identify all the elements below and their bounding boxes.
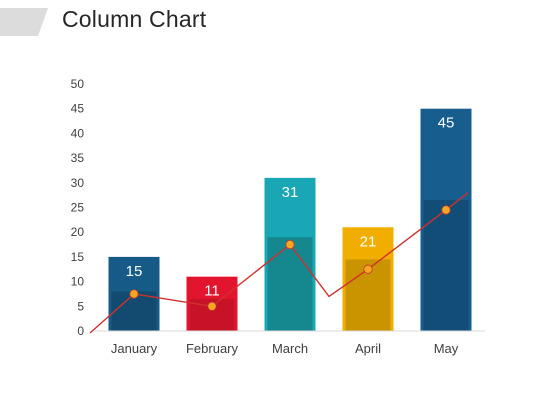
y-axis: 0 5 10 15 20 25 30 35 40 45 50 — [71, 77, 85, 338]
bar-value-label: 21 — [360, 233, 377, 250]
y-tick-label: 40 — [71, 126, 85, 140]
bar-value-label: 11 — [204, 283, 220, 300]
x-category-label: May — [434, 341, 459, 356]
line-path — [89, 192, 469, 334]
bar-value-label: 31 — [282, 184, 299, 201]
x-category-label: January — [111, 341, 158, 356]
slide-title: Column Chart — [62, 6, 207, 32]
y-tick-label: 5 — [77, 299, 84, 313]
line-marker — [129, 289, 139, 299]
line-marker — [441, 205, 451, 215]
title-accent-shape — [0, 8, 48, 36]
x-axis: January February March April May — [95, 330, 485, 356]
inner-bar — [267, 237, 313, 331]
x-category-label: April — [355, 341, 381, 356]
y-tick-label: 45 — [71, 102, 85, 116]
bar-value-label: 15 — [126, 263, 143, 280]
line-series — [89, 192, 469, 334]
y-tick-label: 50 — [71, 77, 85, 91]
x-category-label: February — [186, 341, 239, 356]
y-tick-label: 0 — [77, 324, 84, 338]
line-marker — [363, 264, 373, 274]
y-tick-label: 25 — [71, 201, 85, 215]
x-category-label: March — [272, 341, 308, 356]
y-tick-label: 30 — [71, 176, 85, 190]
y-tick-label: 20 — [71, 225, 85, 239]
y-tick-label: 35 — [71, 151, 85, 165]
line-marker — [285, 239, 295, 250]
data-labels: 15 11 31 21 45 — [126, 115, 455, 300]
y-tick-label: 10 — [71, 275, 85, 289]
bar-value-label: 45 — [438, 115, 455, 132]
line-marker — [207, 301, 217, 311]
inner-bar — [423, 200, 469, 331]
y-tick-label: 15 — [71, 250, 85, 264]
